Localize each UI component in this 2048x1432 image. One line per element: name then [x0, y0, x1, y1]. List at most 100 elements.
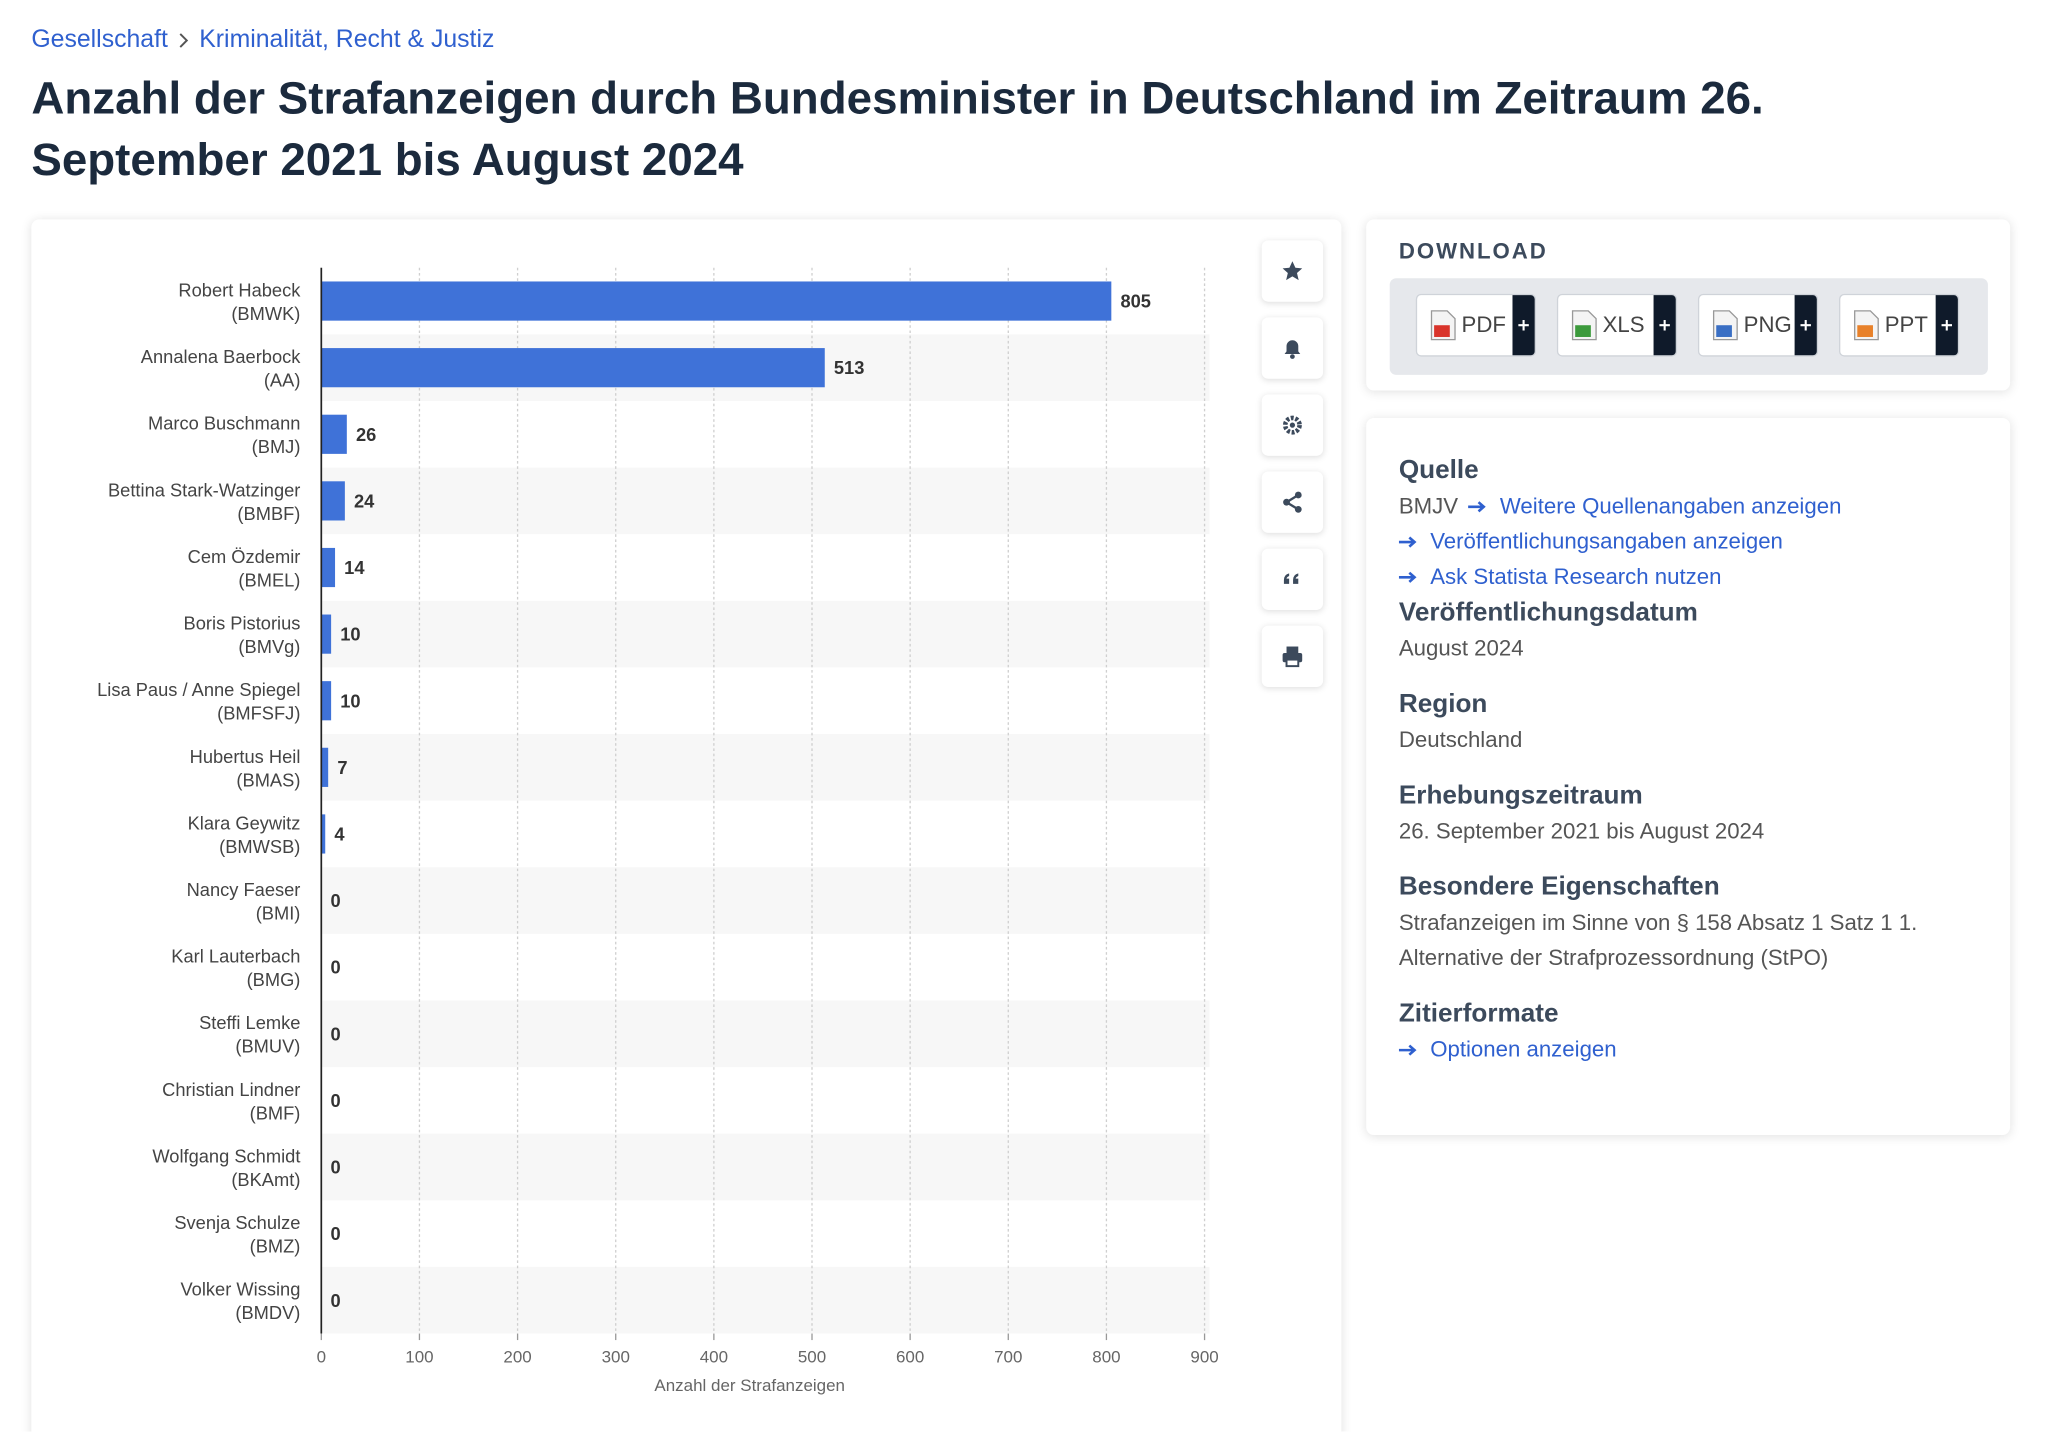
row-stripe: [321, 1000, 1210, 1068]
detail-heading: Veröffentlichungsdatum: [1398, 598, 1698, 627]
arrow: [1468, 500, 1487, 512]
notify-button[interactable]: [1261, 317, 1324, 379]
x-tick-label: 500: [798, 1347, 826, 1366]
row-stripe: [321, 734, 1210, 801]
plus-icon: [1800, 319, 1811, 331]
detail-heading: Besondere Eigenschaften: [1398, 872, 1720, 902]
x-tick-label: 900: [1190, 1347, 1218, 1366]
download-button[interactable]: PPT: [1839, 293, 1960, 357]
bar: [321, 814, 326, 854]
file-icon: [1854, 310, 1879, 341]
page-title: Anzahl der Strafanzeigen durch Bundesmin…: [31, 73, 1764, 186]
cite-button[interactable]: [1261, 548, 1324, 610]
file-icon: [1712, 310, 1738, 341]
plus-shape: [1518, 319, 1529, 331]
x-tick-label: 600: [896, 1347, 924, 1366]
detail-text: Strafanzeigen im Sinne von § 158 Absatz …: [1398, 910, 1918, 971]
citation-link[interactable]: Optionen anzeigen: [1430, 1037, 1617, 1062]
download-plus: [1794, 295, 1817, 356]
plus-shape: [1659, 319, 1670, 331]
print-button[interactable]: [1261, 625, 1324, 688]
file-icon: [1430, 310, 1456, 341]
source-line: BMJV Weitere Quellenangaben anzeigen: [1399, 488, 1974, 523]
y-tick-label: Cem Özdemir (BMEL): [187, 545, 301, 590]
settings-button[interactable]: [1261, 394, 1324, 456]
bar: [321, 281, 1112, 321]
source-link[interactable]: Ask Statista Research nutzen: [1430, 564, 1722, 590]
value-label: 4: [334, 823, 345, 844]
citation-heading: Zitierformate: [1398, 999, 1559, 1028]
source-heading: Quelle: [1398, 455, 1479, 485]
value-label: 0: [330, 1157, 340, 1178]
chart-card: 0 100 200 300 400 500 600 700 800 900 Anzahl der S…: [31, 219, 1342, 1432]
file-icon: [1571, 310, 1597, 341]
row-stripe: [321, 1266, 1210, 1334]
plus-shape: [1941, 319, 1952, 331]
detail-text: August 2024: [1398, 636, 1524, 661]
source-link[interactable]: Veröffentlichungsangaben anzeigen: [1430, 528, 1783, 554]
y-tick-label: Boris Pistorius (BMVg): [183, 611, 301, 657]
plus-icon: [1941, 319, 1952, 331]
download-label: PDF: [1461, 312, 1506, 337]
value-label: 24: [354, 490, 375, 511]
citation-line: Optionen anzeigen: [1398, 1032, 1974, 1067]
value-label: 0: [330, 1023, 340, 1044]
breadcrumb-separator: [178, 33, 188, 48]
download-label: PNG: [1743, 312, 1792, 337]
x-axis-title: Anzahl der Strafanzeigen: [654, 1376, 845, 1395]
plus-icon: [1518, 319, 1529, 331]
detail-heading: Region: [1398, 689, 1488, 719]
share-button[interactable]: [1261, 471, 1324, 533]
detail-text: Deutschland: [1398, 727, 1523, 753]
y-tick-label: Annalena Baerbock (AA): [140, 345, 301, 390]
x-tick-label: 300: [602, 1347, 630, 1366]
source-link[interactable]: Weitere Quellenangaben anzeigen: [1499, 493, 1842, 519]
source-line: Veröffentlichungsangaben anzeigen: [1398, 524, 1974, 559]
y-tick-label: Nancy Faeser (BMI): [186, 878, 301, 923]
download-button[interactable]: XLS: [1556, 293, 1678, 357]
source-line: Ask Statista Research nutzen: [1398, 559, 1974, 594]
value-label: 7: [337, 757, 347, 778]
value-label: 0: [330, 890, 340, 911]
arrow: [1398, 571, 1417, 583]
value-label: 0: [330, 1290, 340, 1311]
plus-shape: [1800, 319, 1811, 331]
y-tick-label: Hubertus Heil (BMAS): [189, 745, 301, 790]
y-tick-label: Wolfgang Schmidt (BKAmt): [152, 1144, 301, 1190]
value-label: 0: [330, 957, 340, 978]
download-button[interactable]: PDF: [1415, 293, 1536, 357]
download-plus: [1653, 295, 1676, 356]
row-stripe: [321, 467, 1210, 535]
y-tick-label: Christian Lindner (BMF): [162, 1078, 301, 1123]
x-tick-label: 0: [317, 1347, 326, 1366]
bar: [321, 614, 332, 654]
x-tick-label: 800: [1092, 1347, 1120, 1366]
row-stripe: [321, 1133, 1210, 1201]
download-label: XLS: [1602, 312, 1645, 337]
bar: [321, 348, 825, 388]
source-name: BMJV: [1398, 493, 1459, 519]
breadcrumb-link[interactable]: Kriminalität, Recht & Justiz: [199, 26, 495, 54]
file-badge: [1716, 325, 1732, 337]
info-list: Quelle BMJV Weitere Quellenangaben anzeig…: [1398, 452, 1974, 1067]
y-tick-label: Klara Geywitz (BMWSB): [187, 811, 301, 857]
bar: [321, 547, 336, 588]
breadcrumb-link[interactable]: Gesellschaft: [31, 26, 168, 54]
value-label: 10: [340, 690, 360, 711]
file-badge: [1434, 325, 1450, 337]
favorite-button[interactable]: [1261, 240, 1324, 302]
bar: [321, 414, 347, 454]
download-card: DOWNLOAD PDF XLS PNG PPT: [1366, 219, 2011, 391]
x-tick-label: 200: [503, 1347, 531, 1366]
y-tick-label: Volker Wissing (BMDV): [180, 1278, 301, 1323]
download-label: PPT: [1884, 312, 1928, 337]
download-button[interactable]: PNG: [1697, 293, 1819, 357]
breadcrumb: Gesellschaft Kriminalität, Recht & Justi…: [31, 26, 494, 55]
y-tick-label: Karl Lauterbach (BMG): [171, 944, 301, 990]
value-label: 0: [330, 1090, 340, 1111]
download-plus: [1512, 295, 1535, 356]
row-stripe: [321, 867, 1210, 934]
